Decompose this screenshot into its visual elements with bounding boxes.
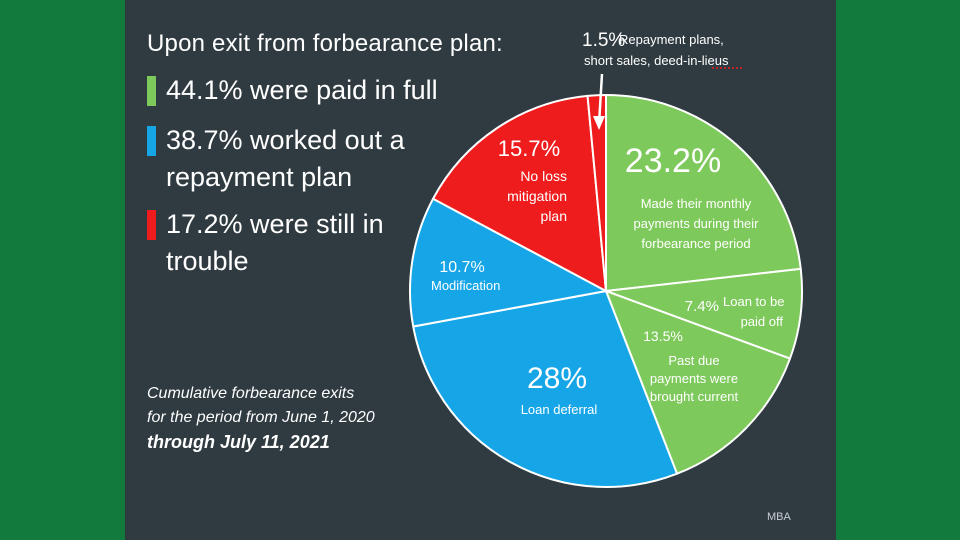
slice-description-label: forbearance period: [641, 236, 750, 251]
period-note: Cumulative forbearance exits for the per…: [147, 382, 447, 454]
slice-description-label: payments were: [650, 371, 738, 386]
note-line-2: for the period from June 1, 2020: [147, 409, 375, 426]
legend-item-repayment-plan: 38.7% worked out a repayment plan: [147, 125, 466, 196]
slice-description-label: Repayment plans,: [619, 32, 724, 47]
slice-description-label: Past due: [668, 353, 719, 368]
legend-swatch-red: [147, 210, 156, 240]
slice-description-label: plan: [541, 208, 567, 224]
chart-heading: Upon exit from forbearance plan:: [147, 30, 503, 57]
slice-description-label: mitigation: [507, 188, 567, 204]
slice-percent-label: 13.5%: [643, 328, 683, 344]
source-credit: MBA: [767, 511, 791, 523]
pointer-arrow-line: [597, 73, 604, 125]
slice-description-label: Made their monthly: [641, 196, 752, 211]
pie-slice-3: [605, 290, 791, 475]
legend-swatch-green: [147, 76, 156, 106]
slice-percent-label: 15.7%: [498, 136, 560, 161]
pie-slice-6: [432, 94, 607, 292]
slice-description-label: No loss: [520, 168, 567, 184]
slide-panel: Upon exit from forbearance plan: 44.1% w…: [125, 0, 836, 540]
pie-chart: 23.2% Made their monthly payments during t…: [409, 30, 803, 488]
note-line-3: through July 11, 2021: [147, 432, 330, 452]
slice-percent-label: 7.4%: [685, 298, 719, 315]
slice-percent-label: 28%: [527, 362, 587, 395]
pie-slice-1: [605, 94, 802, 292]
slice-description-label: brought current: [650, 389, 739, 404]
legend-item-still-in-trouble: 17.2% were still in trouble: [147, 209, 466, 280]
pie-slice-4: [412, 290, 679, 488]
note-line-1: Cumulative forbearance exits: [147, 385, 355, 402]
pie-slice-5: [409, 197, 607, 328]
slice-description-label: Loan deferral: [521, 402, 598, 417]
slice-percent-label: 23.2%: [625, 142, 721, 180]
legend-text: 17.2% were still in trouble: [166, 209, 384, 276]
slice-percent-label: 1.5%: [582, 30, 625, 51]
pie-slice-7: [586, 94, 607, 292]
legend-text: 44.1% were paid in full: [166, 75, 438, 105]
slice-description-label: paid off: [741, 314, 784, 329]
slice-description-label: Modification: [431, 278, 500, 293]
slice-description-label: Loan to be: [723, 294, 784, 309]
slice-description-label: short sales, deed-in-lieus: [584, 53, 729, 68]
legend-swatch-blue: [147, 126, 156, 156]
legend-item-paid-in-full: 44.1% were paid in full: [147, 75, 466, 109]
slice-description-label: payments during their: [633, 216, 759, 231]
slice-percent-label: 10.7%: [439, 259, 484, 276]
legend-text: 38.7% worked out a repayment plan: [166, 125, 405, 192]
pointer-arrow-head-icon: [593, 116, 605, 130]
